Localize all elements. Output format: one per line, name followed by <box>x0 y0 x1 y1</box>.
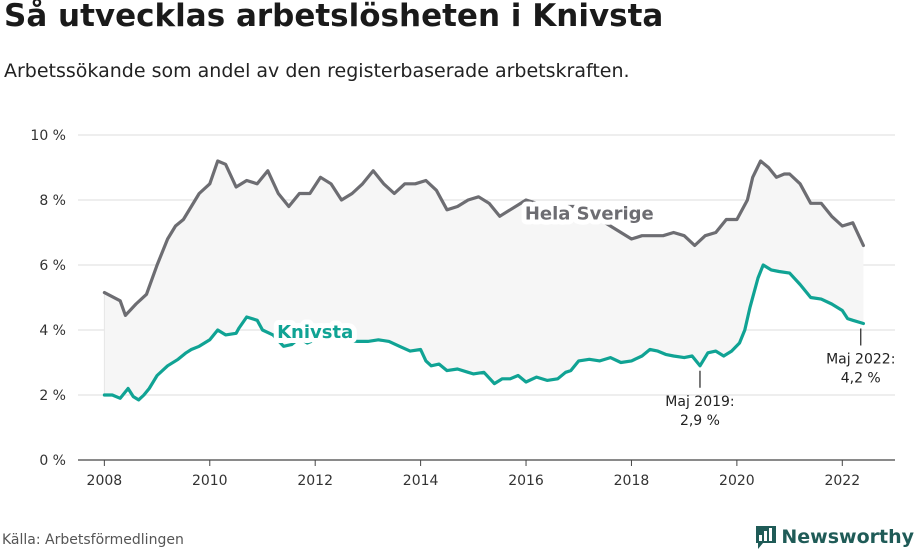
y-tick-label: 10 % <box>30 128 66 144</box>
bar-chart-speech-icon <box>756 526 777 549</box>
chart-subtitle: Arbetssökande som andel av den registerb… <box>4 60 630 82</box>
source-note: Källa: Arbetsförmedlingen <box>2 532 184 548</box>
line-chart: 0 % 2 % 4 % 6 % 8 % 10 % 2008 2010 2012 2014 2016 2… <box>30 128 895 489</box>
series-label-halo: Knivsta <box>277 322 353 343</box>
y-tick-label: 0 % <box>39 453 66 469</box>
y-tick-label: 8 % <box>39 193 66 209</box>
gap-area <box>104 161 864 400</box>
newsworthy-logo: Newsworthy <box>755 524 914 550</box>
logo-text: Newsworthy <box>781 526 914 548</box>
x-tick-label: 2008 <box>87 473 123 489</box>
x-tick-label: 2016 <box>508 473 544 489</box>
series-line-knivsta <box>102 263 865 402</box>
x-tick-label: 2022 <box>824 473 860 489</box>
y-tick-label: 4 % <box>39 323 66 339</box>
series-label-halo: Hela Sverige <box>525 204 654 225</box>
annotation-value: 4,2 % <box>841 371 881 387</box>
x-tick-label: 2014 <box>403 473 439 489</box>
chart-title: Så utvecklas arbetslösheten i Knivsta <box>4 0 664 34</box>
series-label-text: Hela Sverige <box>525 204 654 225</box>
x-tick-label: 2020 <box>719 473 755 489</box>
x-tick-label: 2012 <box>297 473 333 489</box>
x-tick-label: 2018 <box>614 473 650 489</box>
y-tick-label: 6 % <box>39 258 66 274</box>
annotation-value: 2,9 % <box>680 413 720 429</box>
series-line-hela-sverige <box>102 159 865 317</box>
y-tick-label: 2 % <box>39 388 66 404</box>
x-tick-label: 2010 <box>192 473 228 489</box>
annotation-label: Maj 2019: <box>665 394 734 410</box>
annotation-label: Maj 2022: <box>826 352 895 368</box>
series-label-text: Knivsta <box>277 322 353 343</box>
